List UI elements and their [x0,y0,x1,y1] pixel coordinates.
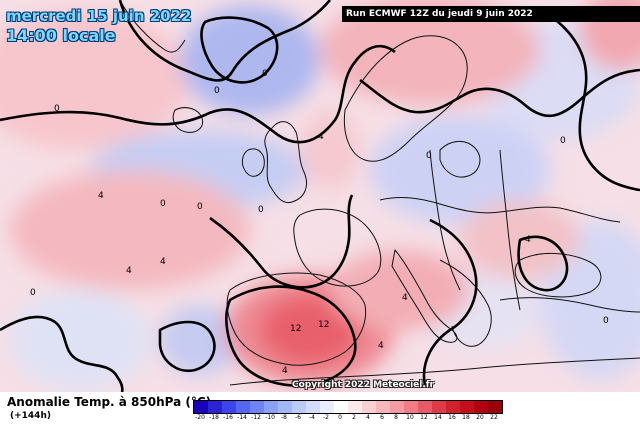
color-scale-tick: -2 [323,414,329,421]
color-scale-tick: 10 [406,414,414,421]
contour-label: 0 [560,136,566,146]
contour-label: 4 [525,235,531,245]
color-swatch [264,401,278,413]
color-scale-tick: -6 [295,414,301,421]
model-run-label: Run ECMWF 12Z du jeudi 9 juin 2022 [342,6,640,22]
color-swatch [488,401,502,413]
legend-panel: Anomalie Temp. à 850hPa (°C) (+144h) -20… [0,392,640,427]
color-scale-tick: 18 [462,414,470,421]
contour-label: 12 [290,324,301,334]
color-scale-tick: 20 [476,414,484,421]
contour-label: 0 [30,288,36,298]
contour-label: 4 [378,341,384,351]
color-swatch [320,401,334,413]
contour-label: 4 [98,191,104,201]
color-scale-tick: 8 [394,414,398,421]
contour-label: 4 [402,293,408,303]
color-scale-bar [193,400,503,414]
contour-label: 12 [318,320,329,330]
color-scale-tick: -16 [223,414,233,421]
contour-label: 4 [282,366,288,376]
legend-title: Anomalie Temp. à 850hPa (°C) [7,395,212,409]
color-swatch [236,401,250,413]
color-swatch [446,401,460,413]
color-swatch [292,401,306,413]
color-swatch [334,401,348,413]
color-scale-tick: -20 [195,414,205,421]
lead-time-label: (+144h) [10,411,51,421]
forecast-date-title: mercredi 15 juin 2022 [6,7,192,25]
coastlines [119,0,640,386]
color-scale-tick: -12 [251,414,261,421]
color-swatch [404,401,418,413]
color-swatch [418,401,432,413]
color-scale-tick: 0 [338,414,342,421]
contour-label: 0 [54,104,60,114]
color-swatch [194,401,208,413]
color-swatch [432,401,446,413]
contour-label: 0 [258,205,264,215]
color-swatch [208,401,222,413]
contour-label: 0 [197,202,203,212]
contour-label: 4 [126,266,132,276]
color-swatch [250,401,264,413]
contour-label: 0 [426,151,432,161]
contour-label: 0 [160,199,166,209]
color-scale-tick: -18 [209,414,219,421]
contour-label: 0 [262,69,268,79]
color-swatch [376,401,390,413]
anomaly-isolines [0,0,640,392]
forecast-time-title: 14:00 locale [6,26,116,45]
color-swatch [474,401,488,413]
contour-labels: 0 0 0 0 0 0 0 0 4 4 4 4 4 4 12 12 0 4 4 … [30,69,609,376]
color-swatch [362,401,376,413]
contour-label: 0 [214,86,220,96]
color-swatch [278,401,292,413]
color-scale-tick: 22 [490,414,498,421]
color-scale-tick: 14 [434,414,442,421]
color-swatch [306,401,320,413]
contour-label: 4 [160,257,166,267]
color-scale-tick: 16 [448,414,456,421]
color-scale-tick: 4 [366,414,370,421]
anomaly-map: 0 0 0 0 0 0 0 0 4 4 4 4 4 4 12 12 0 4 4 … [0,0,640,392]
color-swatch [460,401,474,413]
color-scale-tick: 12 [420,414,428,421]
contour-label: 0 [603,316,609,326]
contour-label: 4 [318,132,324,142]
color-scale-tick: -8 [281,414,287,421]
color-swatch [390,401,404,413]
copyright-notice: Copyright 2022 Meteociel.fr [292,380,435,390]
color-swatch [222,401,236,413]
color-scale-tick: 6 [380,414,384,421]
color-swatch [348,401,362,413]
color-scale-tick: -10 [265,414,275,421]
color-scale-tick: -14 [237,414,247,421]
color-scale-tick: 2 [352,414,356,421]
color-scale-tick: -4 [309,414,315,421]
